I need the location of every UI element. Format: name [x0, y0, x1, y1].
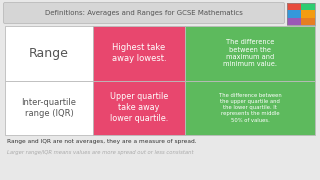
Text: Range and IQR are not averages, they are a measure of spread.: Range and IQR are not averages, they are… [7, 139, 196, 144]
Bar [287, 18, 301, 25]
Bar [287, 10, 301, 18]
Text: Larger range/IQR means values are more spread out or less consistant: Larger range/IQR means values are more s… [7, 150, 194, 155]
Bar [287, 3, 315, 25]
Bar [185, 80, 315, 135]
Bar [5, 26, 93, 80]
Bar [5, 80, 93, 135]
Text: The difference
between the
maximum and
minimum value.: The difference between the maximum and m… [223, 39, 277, 68]
Text: Definitions: Averages and Ranges for GCSE Mathematics: Definitions: Averages and Ranges for GCS… [45, 10, 243, 16]
Text: The difference between
the upper quartile and
the lower quartile. It
represents : The difference between the upper quartil… [219, 93, 281, 123]
Bar [301, 18, 315, 25]
Bar [301, 10, 315, 18]
FancyBboxPatch shape [4, 3, 284, 24]
Text: Upper quartile
take away
lower quartile.: Upper quartile take away lower quartile. [110, 92, 168, 123]
Text: Inter-quartile
range (IQR): Inter-quartile range (IQR) [21, 98, 76, 118]
Bar [185, 26, 315, 80]
Bar [93, 80, 185, 135]
Bar [301, 3, 315, 10]
Bar [287, 3, 301, 10]
Text: Range: Range [29, 47, 69, 60]
Bar [93, 26, 185, 80]
Text: Highest take
away lowest.: Highest take away lowest. [112, 43, 166, 63]
